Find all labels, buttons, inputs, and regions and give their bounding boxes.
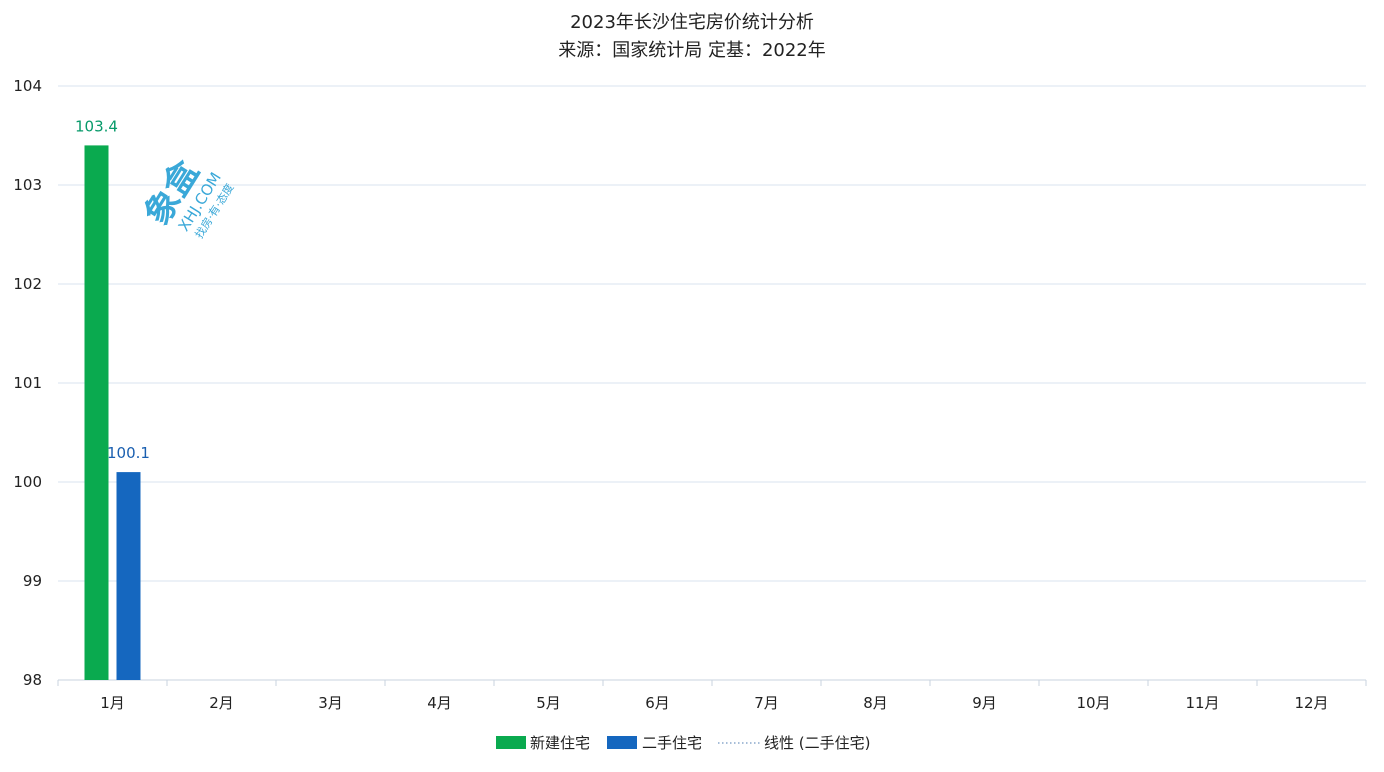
bar-resale-homes (116, 472, 141, 680)
y-axis-ticks: 98 99 100 101 102 103 104 (13, 77, 42, 689)
x-tick-label: 8月 (863, 694, 888, 712)
x-tick-label: 5月 (536, 694, 561, 712)
legend-swatch-new-homes (496, 736, 526, 749)
data-labels: 103.4 100.1 (75, 117, 150, 462)
chart-subtitle: 来源：国家统计局 定基：2022年 (558, 40, 826, 61)
y-tick-label: 103 (13, 176, 42, 194)
legend-label-trendline: 线性 (二手住宅) (764, 734, 870, 752)
gridlines (58, 85, 1366, 582)
x-tick-label: 10月 (1076, 694, 1110, 712)
data-label: 100.1 (107, 444, 150, 462)
x-tick-label: 9月 (972, 694, 997, 712)
x-tick-label: 7月 (754, 694, 779, 712)
x-tick-label: 1月 (100, 694, 125, 712)
y-tick-label: 98 (23, 671, 42, 689)
y-tick-label: 99 (23, 572, 42, 590)
x-tick-label: 2月 (209, 694, 234, 712)
bars (84, 145, 141, 680)
x-axis-ticks: 1月 2月 3月 4月 5月 6月 7月 8月 9月 10月 11月 12月 (100, 694, 1328, 712)
x-tick-label: 3月 (318, 694, 343, 712)
x-tick-label: 6月 (645, 694, 670, 712)
legend-label-resale-homes: 二手住宅 (642, 734, 702, 752)
y-tick-label: 100 (13, 473, 42, 491)
legend-label-new-homes: 新建住宅 (530, 734, 590, 752)
data-label: 103.4 (75, 117, 118, 135)
x-axis-tick-marks (57, 680, 1367, 686)
bar-new-homes (84, 145, 109, 680)
legend: 新建住宅 二手住宅 线性 (二手住宅) (496, 734, 870, 752)
y-tick-label: 101 (13, 374, 42, 392)
y-tick-label: 104 (13, 77, 42, 95)
x-tick-label: 4月 (427, 694, 452, 712)
chart-title: 2023年长沙住宅房价统计分析 (570, 12, 814, 33)
x-tick-label: 11月 (1185, 694, 1219, 712)
x-tick-label: 12月 (1294, 694, 1328, 712)
y-tick-label: 102 (13, 275, 42, 293)
watermark-logo: 象盒 XHJ.COM 找房·有·态度 (137, 153, 236, 241)
legend-swatch-resale-homes (607, 736, 637, 749)
